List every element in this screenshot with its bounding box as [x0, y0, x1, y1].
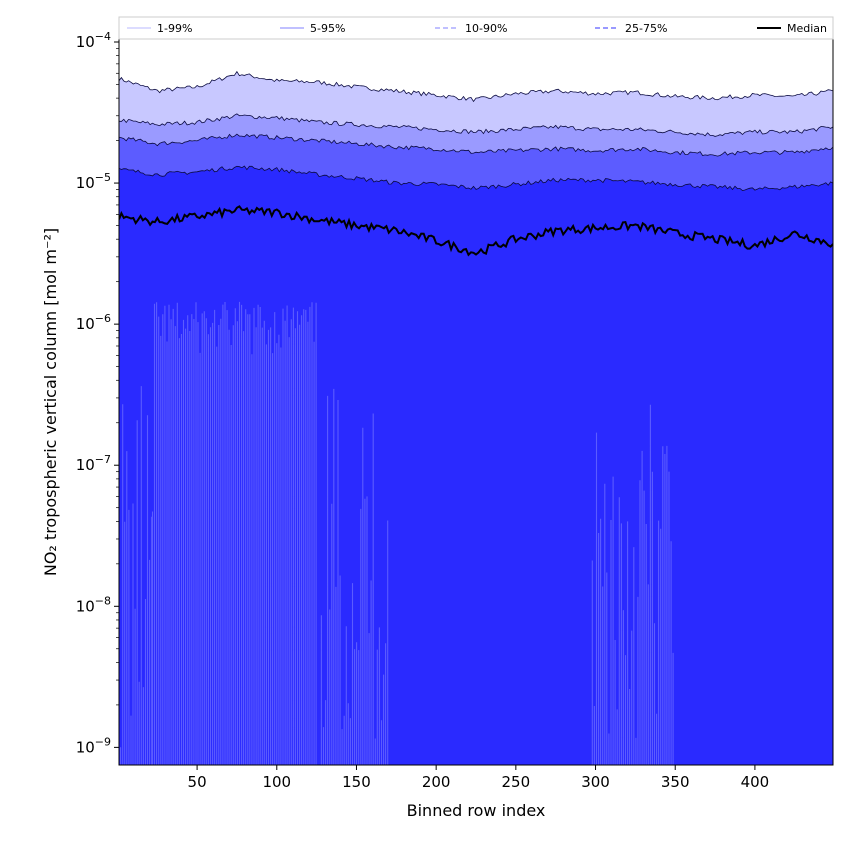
- x-tick-label: 100: [262, 773, 291, 791]
- spike-lines: [120, 301, 674, 765]
- y-tick-label: 10−7: [76, 453, 111, 474]
- y-tick-label: 10−9: [76, 735, 111, 756]
- y-tick-label: 10−5: [76, 171, 111, 192]
- band-edge-10-90%: [119, 133, 833, 157]
- y-tick-label: 10−6: [76, 312, 111, 333]
- x-tick-label: 200: [422, 773, 451, 791]
- x-tick-label: 150: [342, 773, 371, 791]
- band-edge-25-75%: [119, 165, 833, 192]
- x-tick-label: 250: [502, 773, 531, 791]
- low-value-spikes: [120, 301, 674, 765]
- x-tick-label: 400: [741, 773, 770, 791]
- legend-label-1-99%: 1-99%: [157, 22, 192, 35]
- x-axis-label: Binned row index: [407, 801, 546, 820]
- legend: 1-99% 5-95% 10-90% 25-75% Median: [118, 16, 834, 40]
- band-edge-5-95%: [119, 113, 833, 137]
- y-tick-label: 10−4: [76, 30, 111, 51]
- x-axis: 50 100 150 200 250 300 350 400: [188, 765, 770, 791]
- y-axis-label: NO₂ tropospheric vertical column [mol m⁻…: [41, 228, 60, 576]
- bands-layer: [119, 70, 833, 765]
- median-layer: [119, 205, 833, 257]
- y-tick-label: 10−8: [76, 594, 111, 615]
- median-line: [119, 205, 833, 257]
- band-25-75%: [119, 166, 833, 765]
- x-tick-label: 50: [188, 773, 207, 791]
- legend-label-Median: Median: [787, 22, 827, 35]
- legend-label-25-75%: 25-75%: [625, 22, 667, 35]
- band-edge-1-99%: [119, 70, 833, 103]
- legend-label-10-90%: 10-90%: [465, 22, 507, 35]
- x-tick-label: 300: [581, 773, 610, 791]
- legend-box: [118, 16, 834, 40]
- y-axis: 10−9 10−8 10−7 10−6 10−5 10−4: [76, 30, 119, 756]
- x-tick-label: 350: [661, 773, 690, 791]
- legend-label-5-95%: 5-95%: [310, 22, 345, 35]
